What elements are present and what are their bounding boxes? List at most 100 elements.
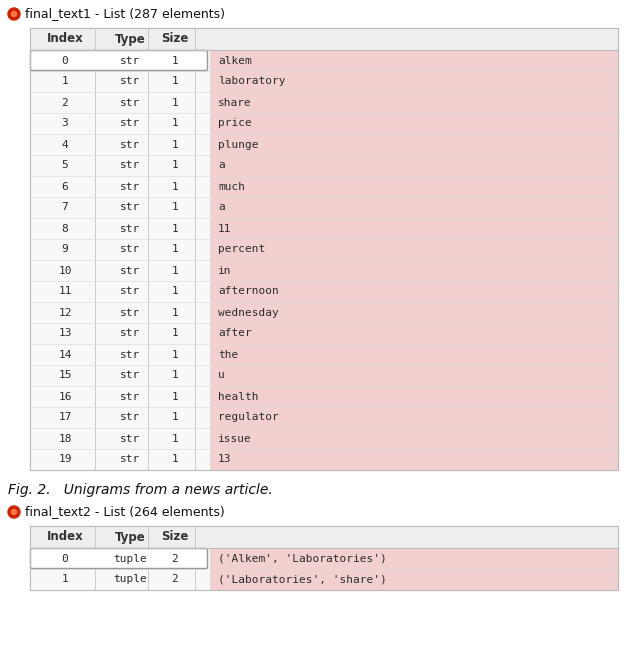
Text: afternoon: afternoon [218, 286, 279, 297]
Bar [30, 526, 618, 590]
Text: 2: 2 [172, 553, 179, 563]
Text: 6: 6 [61, 182, 68, 192]
Text: 1: 1 [172, 455, 179, 465]
Text: 7: 7 [61, 202, 68, 212]
Text: 1: 1 [172, 286, 179, 297]
Text: 8: 8 [61, 223, 68, 233]
Circle shape [8, 8, 20, 20]
Text: 1: 1 [172, 118, 179, 128]
Text: 1: 1 [172, 223, 179, 233]
Text: 1: 1 [172, 329, 179, 338]
Bar [30, 28, 618, 470]
Text: 1: 1 [172, 266, 179, 276]
Text: 1: 1 [172, 139, 179, 149]
Text: share: share [218, 98, 252, 108]
Text: issue: issue [218, 434, 252, 444]
Text: 11: 11 [58, 286, 72, 297]
Text: ('Alkem', 'Laboratories'): ('Alkem', 'Laboratories') [218, 553, 387, 563]
Text: 14: 14 [58, 350, 72, 360]
FancyBboxPatch shape [31, 50, 207, 71]
Text: 1: 1 [172, 182, 179, 192]
Text: health: health [218, 391, 259, 401]
Text: u: u [218, 371, 225, 381]
Text: str: str [120, 245, 140, 254]
Text: 17: 17 [58, 412, 72, 422]
Text: 1: 1 [172, 307, 179, 317]
Bar [30, 28, 618, 470]
Text: 1: 1 [172, 98, 179, 108]
Text: plunge: plunge [218, 139, 259, 149]
Text: 19: 19 [58, 455, 72, 465]
Text: str: str [120, 412, 140, 422]
Text: 1: 1 [172, 371, 179, 381]
Bar [30, 526, 210, 590]
Text: str: str [120, 202, 140, 212]
Text: str: str [120, 350, 140, 360]
Text: 1: 1 [172, 434, 179, 444]
Text: tuple: tuple [113, 553, 147, 563]
Text: 13: 13 [58, 329, 72, 338]
Text: 15: 15 [58, 371, 72, 381]
Text: wednesday: wednesday [218, 307, 279, 317]
Text: after: after [218, 329, 252, 338]
Bar [30, 28, 210, 470]
Text: str: str [120, 56, 140, 65]
Bar [30, 28, 618, 50]
Text: 5: 5 [61, 161, 68, 171]
Text: str: str [120, 329, 140, 338]
Text: str: str [120, 266, 140, 276]
Text: str: str [120, 139, 140, 149]
Text: a: a [218, 161, 225, 171]
Text: price: price [218, 118, 252, 128]
Text: 1: 1 [172, 245, 179, 254]
Circle shape [8, 506, 20, 518]
Text: 1: 1 [172, 202, 179, 212]
Text: Index: Index [47, 531, 83, 543]
Text: 11: 11 [218, 223, 232, 233]
Text: final_text2 - List (264 elements): final_text2 - List (264 elements) [25, 506, 225, 518]
Text: 1: 1 [61, 574, 68, 584]
Text: 2: 2 [172, 574, 179, 584]
Text: in: in [218, 266, 232, 276]
Text: str: str [120, 77, 140, 87]
Text: 1: 1 [172, 77, 179, 87]
Text: final_text1 - List (287 elements): final_text1 - List (287 elements) [25, 7, 225, 20]
Text: str: str [120, 98, 140, 108]
Text: 1: 1 [172, 391, 179, 401]
Text: Size: Size [161, 531, 189, 543]
Text: 1: 1 [172, 56, 179, 65]
Text: str: str [120, 371, 140, 381]
Text: 1: 1 [61, 77, 68, 87]
Text: 9: 9 [61, 245, 68, 254]
Text: ('Laboratories', 'share'): ('Laboratories', 'share') [218, 574, 387, 584]
Text: laboratory: laboratory [218, 77, 285, 87]
Text: Fig. 2.   Unigrams from a news article.: Fig. 2. Unigrams from a news article. [8, 483, 273, 497]
Circle shape [12, 11, 17, 17]
Text: 0: 0 [61, 56, 68, 65]
Text: percent: percent [218, 245, 265, 254]
Text: 16: 16 [58, 391, 72, 401]
Text: 3: 3 [61, 118, 68, 128]
Text: 10: 10 [58, 266, 72, 276]
Text: str: str [120, 161, 140, 171]
Text: Index: Index [47, 32, 83, 46]
Text: str: str [120, 455, 140, 465]
Text: str: str [120, 223, 140, 233]
FancyBboxPatch shape [31, 549, 207, 568]
Circle shape [12, 510, 17, 514]
Text: 2: 2 [61, 98, 68, 108]
Text: tuple: tuple [113, 574, 147, 584]
Text: the: the [218, 350, 238, 360]
Text: 12: 12 [58, 307, 72, 317]
Text: 0: 0 [61, 553, 68, 563]
Text: much: much [218, 182, 245, 192]
Text: 18: 18 [58, 434, 72, 444]
Text: str: str [120, 434, 140, 444]
Text: str: str [120, 391, 140, 401]
Text: a: a [218, 202, 225, 212]
Text: Type: Type [115, 32, 145, 46]
Bar [30, 526, 618, 548]
Text: 4: 4 [61, 139, 68, 149]
Text: str: str [120, 307, 140, 317]
Text: str: str [120, 118, 140, 128]
